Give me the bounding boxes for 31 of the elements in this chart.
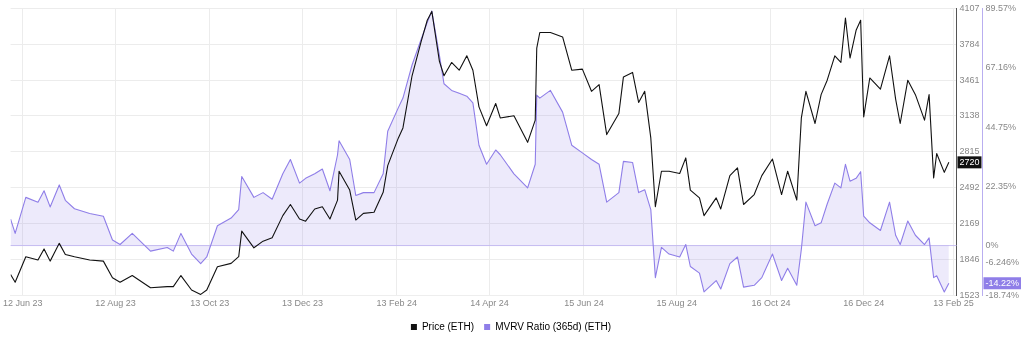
x-tick-label: 12 Jun 23 — [2, 298, 43, 309]
y2-tick-label: 67.16% — [985, 62, 1017, 73]
y-tick-label: 1523 — [959, 289, 980, 300]
x-tick-label: 16 Oct 24 — [751, 298, 791, 309]
y-tick-label: 3461 — [959, 74, 980, 85]
y2-tick-label: 0% — [985, 240, 999, 251]
text: -14.22% — [985, 277, 1020, 288]
y2-tick-label: -6.246% — [985, 256, 1020, 267]
y-tick-label: 1846 — [959, 253, 980, 264]
y-tick-label: 3784 — [959, 38, 980, 49]
y2-tick-label: -18.74% — [985, 289, 1020, 300]
text: 2720 — [959, 156, 980, 167]
x-tick-label: 15 Aug 24 — [656, 298, 697, 309]
x-tick-label: 14 Apr 24 — [470, 298, 509, 309]
x-tick-label: 13 Dec 23 — [282, 298, 324, 309]
y-tick-label: 3138 — [959, 110, 980, 121]
y2-tick-label: 22.35% — [985, 180, 1017, 191]
x-tick-label: 13 Oct 23 — [190, 298, 230, 309]
y-tick-label: 2492 — [959, 182, 980, 193]
y-tick-label: 2815 — [959, 146, 980, 157]
y-tick-label: 4107 — [959, 2, 980, 13]
x-tick-label: 16 Dec 24 — [843, 298, 885, 309]
y-tick-label: 2169 — [959, 217, 980, 228]
y2-tick-label: 44.75% — [985, 121, 1017, 132]
x-tick-label: 12 Aug 23 — [95, 298, 136, 309]
x-tick-label: 15 Jun 24 — [564, 298, 604, 309]
x-tick-label: 13 Feb 24 — [376, 298, 418, 309]
legend-label: MVRV Ratio (365d) (ETH) — [495, 320, 612, 332]
legend-label: Price (ETH) — [421, 320, 475, 332]
y2-tick-label: 89.57% — [985, 2, 1017, 13]
x-tick-label: 13 Feb 25 — [933, 298, 974, 309]
